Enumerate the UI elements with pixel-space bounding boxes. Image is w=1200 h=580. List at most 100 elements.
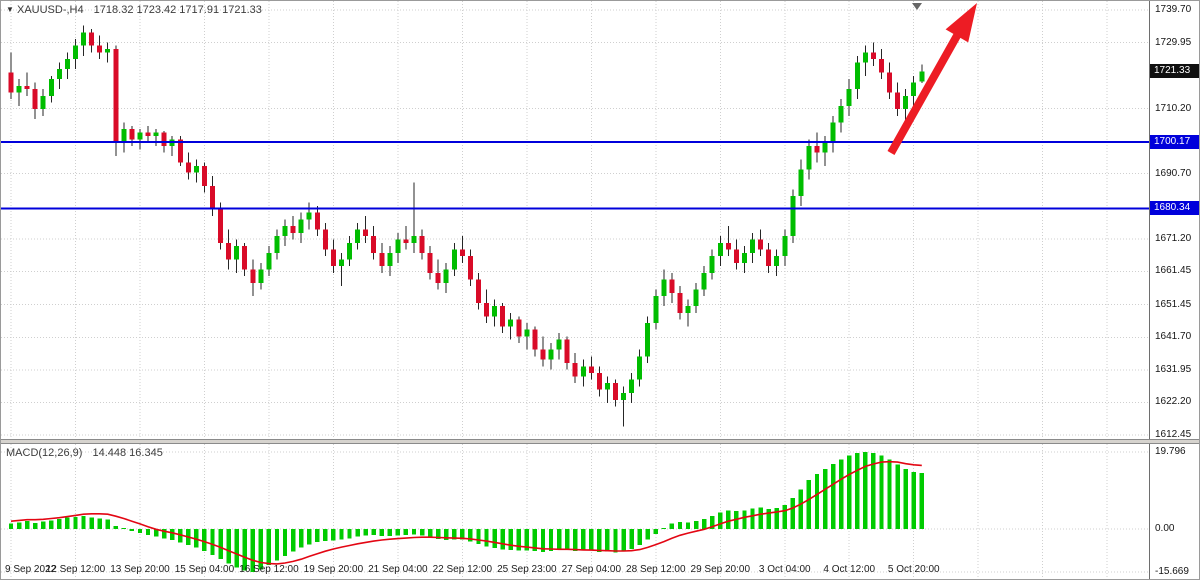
macd-histogram-bar [887,459,892,529]
macd-histogram-bar [822,469,828,529]
level-price-badge: 1680.34 [1150,201,1199,216]
macd-histogram-bar [298,529,304,548]
time-axis-label: 3 Oct 04:00 [758,564,811,575]
current-price-badge: 1721.33 [1150,64,1199,79]
candle [645,316,651,364]
candle [838,99,844,133]
candle [613,379,618,407]
axis-label: 0.00 [1155,523,1175,534]
macd-histogram-bar [758,507,763,529]
candle [685,299,691,327]
candle [72,39,78,70]
macd-histogram-bar [170,529,175,540]
candle [371,226,377,260]
chart-title-bar: ▼ XAUUSD-,H4 1718.32 1723.42 1717.91 172… [6,4,262,16]
macd-histogram-bar [621,529,626,552]
trend-arrow[interactable] [887,3,978,155]
candle [145,125,151,143]
candle [604,376,610,404]
candle [548,342,554,370]
macd-histogram-bar [685,522,691,529]
candle [81,25,87,56]
candle [16,79,22,106]
macd-histogram-bar [701,518,707,529]
candle [266,246,272,277]
candle [363,216,369,243]
macd-histogram-bar [403,529,409,536]
macd-histogram-bar [194,529,199,548]
candle [242,242,248,277]
candle [379,242,385,273]
symbol-dropdown-icon[interactable]: ▼ [6,5,14,14]
macd-histogram-bar [371,529,376,536]
macd-histogram-bar [516,529,521,551]
candle [621,386,627,427]
time-axis-label: 15 Sep 04:00 [174,564,235,575]
cursor-marker-icon [912,3,922,10]
candle [185,152,191,180]
panel-divider[interactable] [1,439,1199,444]
candle [234,239,240,273]
candle [588,356,594,380]
candle [806,139,812,180]
macd-histogram-bar [387,529,393,537]
candle [274,229,280,260]
macd-histogram-bar [540,529,546,552]
macd-histogram-bar [830,464,836,529]
symbol-timeframe-label: XAUUSD-,H4 [16,4,84,16]
candle [532,326,538,357]
candle [556,332,562,360]
candle [903,89,909,123]
price-axis[interactable]: 1721.33 1700.17 1680.34 1739.70 1729.95 17… [1149,1,1199,579]
macd-histogram-bar [32,522,38,529]
price-chart-canvas[interactable] [1,1,1149,439]
candle [467,249,473,287]
candle [846,79,852,116]
candle [854,55,860,100]
candle [870,42,876,66]
macd-histogram-bar [290,529,296,552]
candle [113,45,119,156]
candle [596,366,602,397]
candle [314,206,320,237]
macd-histogram-bar [556,529,562,550]
macd-histogram-bar [16,522,22,529]
time-axis-label: 21 Sep 04:00 [368,564,428,575]
macd-histogram-bar [137,529,143,534]
macd-histogram-bar [121,528,127,530]
macd-histogram-bar [677,521,683,529]
macd-histogram-bar [73,516,78,529]
candle [580,359,586,387]
candle [919,64,925,83]
candle [298,212,304,243]
macd-label: MACD(12,26,9) 14.448 16.345 [6,447,163,459]
macd-histogram-bar [65,517,70,529]
macd-histogram-bar [323,529,328,542]
candle [911,75,917,106]
macd-histogram-bar [645,529,650,540]
macd-histogram-bar [113,525,118,529]
macd-histogram-bar [89,517,94,529]
candle [64,52,70,80]
candle [878,49,884,80]
macd-histogram-bar [637,529,642,545]
macd-histogram-bar [838,459,844,529]
macd-histogram-bar [782,504,787,529]
macd-histogram-bar [766,508,771,529]
candle [814,132,820,163]
time-axis-label: 19 Sep 20:00 [303,564,364,575]
candle [709,249,715,280]
macd-histogram-bar [266,529,272,566]
candle [459,236,465,263]
time-axis-label: 27 Sep 04:00 [561,564,622,575]
macd-histogram-bar [161,529,167,539]
candle [226,229,232,270]
macd-histogram-bar [710,515,715,529]
macd-histogram-bar [258,529,264,570]
candle [637,349,643,387]
axis-label: 1612.45 [1155,429,1192,440]
candle [443,262,449,293]
macd-histogram-bar [589,529,594,551]
macd-histogram-bar [97,518,102,529]
macd-panel-canvas[interactable] [1,444,1149,580]
